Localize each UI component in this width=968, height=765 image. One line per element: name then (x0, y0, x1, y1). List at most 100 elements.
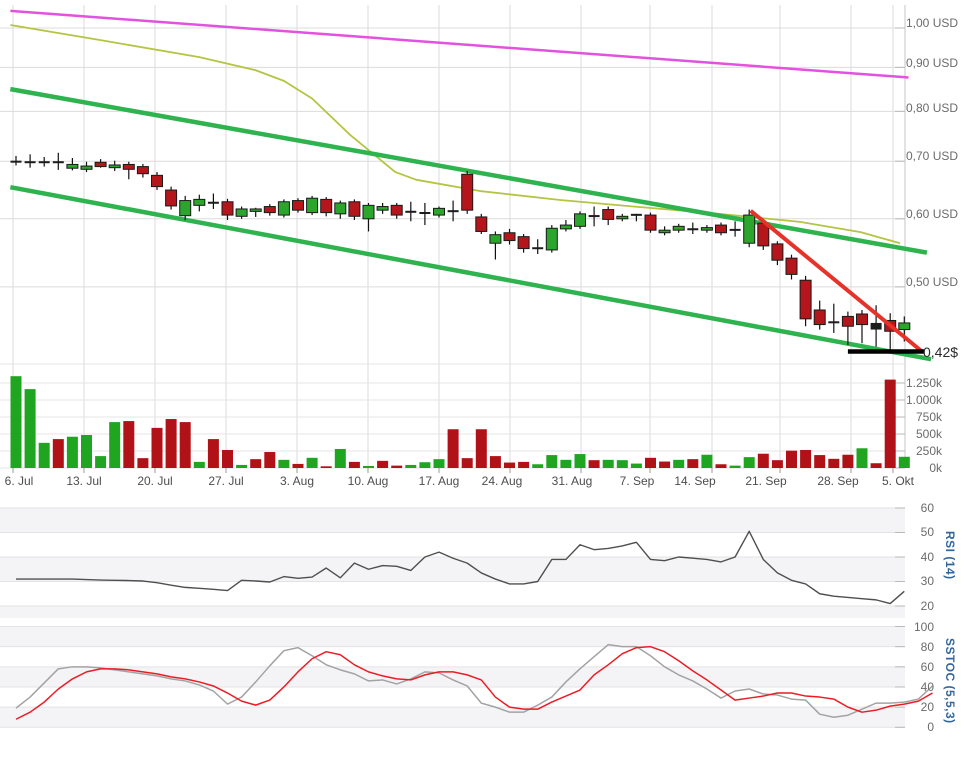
sstoc-axis-label: 80 (920, 640, 934, 654)
rsi-axis-label: 20 (920, 599, 934, 613)
date-axis-label: 14. Sep (674, 474, 716, 488)
volume-bar (504, 462, 515, 468)
sstoc-percent-k-line (15, 643, 934, 718)
last-price-annotation: 0,42$ (923, 344, 959, 360)
volume-bar (24, 389, 36, 468)
regression-channel-lower (9, 184, 932, 362)
volume-bar (179, 422, 191, 468)
date-axis-label: 31. Aug (551, 474, 593, 488)
volume-axis-label: 0k (929, 461, 942, 475)
candle-body (292, 200, 304, 211)
regression-channel-upper (9, 86, 928, 255)
candle-body (545, 227, 558, 251)
volume-bar (701, 454, 713, 468)
volume-bar (348, 461, 360, 468)
volume-bar (757, 453, 769, 468)
volume-bar (870, 463, 882, 468)
volume-bar (856, 448, 868, 468)
sstoc-band (0, 707, 905, 728)
volume-bar (898, 456, 910, 468)
rsi-axis-label: 50 (920, 525, 934, 539)
volume-bar (729, 465, 741, 468)
price-axis-label: 0,80 USD (906, 101, 959, 115)
sstoc-axis-label: 40 (920, 680, 934, 694)
volume-bar (574, 454, 586, 468)
candle-body (334, 202, 347, 215)
sstoc-axis-label: 0 (927, 720, 934, 734)
volume-bar (743, 457, 755, 468)
sstoc-percent-d-line (15, 645, 933, 720)
volume-bar (828, 458, 840, 468)
price-axis-label: 0,90 USD (906, 56, 959, 70)
candle-body (165, 189, 178, 207)
candle-body (405, 210, 417, 213)
volume-bar (800, 449, 812, 468)
candle-body (828, 321, 840, 324)
candle-body (390, 204, 403, 216)
volume-bar (884, 379, 896, 468)
candle-body (785, 257, 798, 275)
volume-bar (645, 457, 656, 468)
candle-body (249, 208, 262, 212)
date-axis-label: 27. Jul (208, 474, 244, 488)
volume-bar (673, 459, 685, 468)
sstoc-axis-label: 20 (920, 700, 934, 714)
resistance-line-magenta (10, 9, 909, 79)
volume-bar (560, 459, 572, 468)
volume-bar (405, 464, 417, 468)
candle-body (898, 322, 911, 331)
candle-body (320, 198, 333, 214)
volume-bar (602, 459, 614, 468)
price-axis-label: 0,50 USD (906, 275, 959, 289)
volume-bar (81, 435, 92, 468)
volume-bar (687, 459, 699, 468)
volume-bar (264, 452, 276, 468)
volume-bar (447, 429, 459, 468)
volume-bar (419, 462, 431, 468)
candle-body (532, 247, 544, 250)
date-axis-label: 7. Sep (619, 474, 655, 488)
volume-axis-label: 250k (915, 444, 942, 458)
volume-axis-label: 750k (915, 410, 942, 424)
candle-body (433, 207, 445, 216)
price-axis-label: 0,60 USD (906, 207, 959, 221)
volume-bar (659, 461, 671, 468)
candle-body (630, 213, 642, 216)
volume-bar (292, 463, 304, 468)
rsi-band (0, 557, 905, 582)
volume-bar (38, 442, 50, 468)
date-axis-label: 5. Okt (881, 474, 914, 488)
candle-body (376, 206, 389, 211)
volume-bar (151, 427, 163, 468)
rsi-band (0, 508, 905, 533)
volume-bar (66, 436, 78, 468)
downtrend-line-red (749, 209, 924, 354)
volume-bar (588, 460, 600, 468)
date-axis-label: 28. Sep (817, 474, 859, 488)
candle-body (38, 161, 50, 164)
volume-bar (320, 466, 332, 468)
candle-body (136, 166, 149, 175)
date-axis-label: 3. Aug (279, 474, 315, 488)
volume-bar (630, 463, 642, 468)
candle-body (24, 161, 36, 164)
candle-body (644, 214, 657, 231)
date-axis-label: 10. Aug (347, 474, 389, 488)
volume-bar (518, 461, 530, 468)
candle-body (870, 322, 882, 330)
candle-body (151, 174, 163, 188)
candle-body (841, 315, 854, 327)
sstoc-band (0, 666, 905, 687)
candle-body (771, 243, 784, 261)
rsi-axis-label: 30 (920, 574, 934, 588)
volume-bar (10, 376, 22, 468)
volume-bar (771, 460, 783, 468)
volume-bar (391, 465, 403, 468)
date-axis-label: 20. Jul (137, 474, 173, 488)
candle-body (743, 214, 756, 244)
date-axis-label: 13. Jul (66, 474, 102, 488)
candle-body (179, 200, 192, 217)
candle-body (559, 224, 572, 230)
